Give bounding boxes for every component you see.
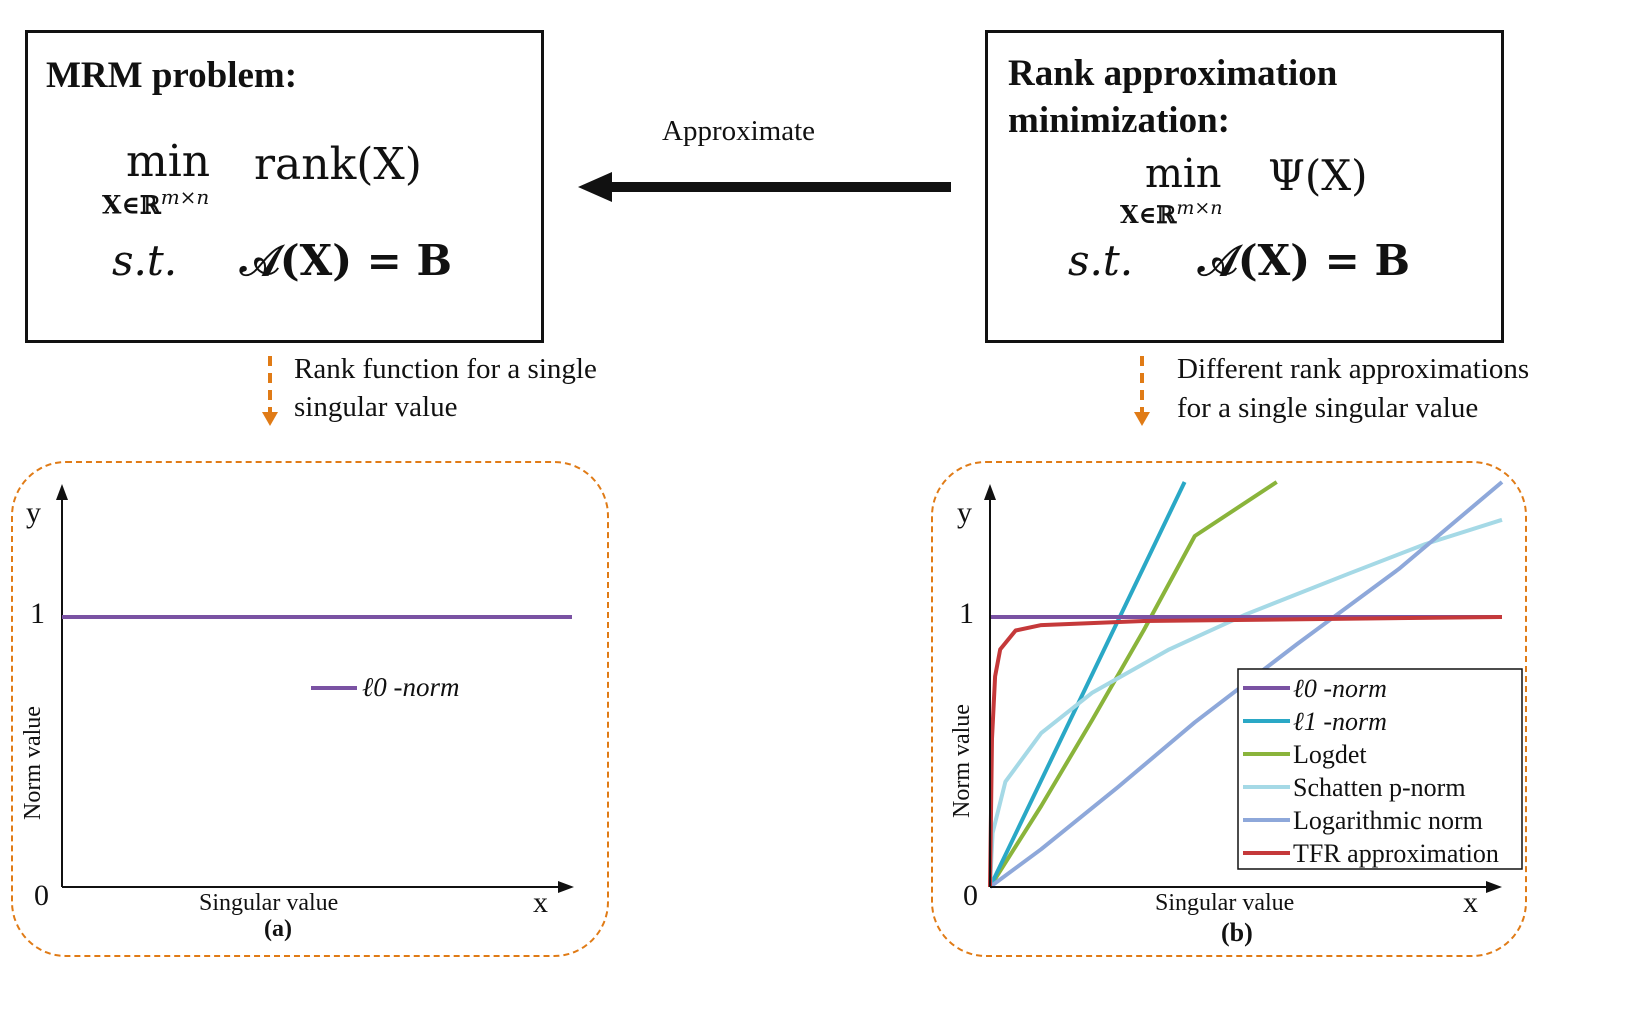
- rank-approx-title-1: Rank approximation: [1008, 53, 1338, 94]
- chart-b-panel-label: (b): [1221, 918, 1253, 947]
- left-dashed-arrowhead: [262, 412, 278, 426]
- approximate-label: Approximate: [662, 115, 816, 147]
- left-caption-line-1: Rank function for a single: [294, 353, 597, 385]
- rank-approx-constraint: 𝒜(X) = B: [1198, 236, 1410, 285]
- chart-a-ylabel: Norm value: [20, 706, 46, 820]
- rank-approx-subscript-set: X∈ℝ: [1120, 200, 1177, 229]
- right-caption-line-2: for a single singular value: [1177, 392, 1479, 424]
- mrm-constraint: 𝒜(X) = B: [240, 236, 452, 285]
- chart-a: y 1 0 x Singular value Norm value (a) ℓ0…: [20, 484, 574, 942]
- chart-a-x-arrow: [558, 881, 574, 893]
- chart-b-series-4: [988, 480, 1504, 889]
- mrm-problem-box: MRM problem: min X∈ℝm×n rank(X) s.t. 𝒜(X…: [25, 30, 544, 343]
- rank-approx-min-subscript: X∈ℝm×n: [1120, 197, 1223, 229]
- mrm-min-subscript: X∈ℝm×n: [102, 185, 209, 219]
- right-caption-line-1: Different rank approximations: [1177, 353, 1530, 385]
- chart-b-series-1: [988, 481, 1187, 888]
- left-caption-line-2: singular value: [294, 391, 458, 423]
- chart-b-legend-box: [1237, 668, 1523, 870]
- chart-a-ytick-0: 0: [34, 879, 49, 912]
- chart-b-series-2: [988, 480, 1278, 889]
- chart-a-panel-label: (a): [264, 916, 292, 942]
- mrm-subscript-dims: m×n: [160, 185, 210, 209]
- mrm-st: s.t.: [112, 236, 178, 285]
- chart-b-xlabel: Singular value: [1155, 890, 1294, 916]
- chart-b-legend-label-5: TFR approximation: [1293, 839, 1499, 868]
- chart-a-ytick-1: 1: [30, 597, 45, 630]
- chart-b-plot: [988, 480, 1504, 889]
- chart-b-legend-label-0: ℓ0 -norm: [1293, 674, 1387, 703]
- chart-a-y-letter: y: [26, 496, 41, 529]
- chart-b-x-arrow: [1486, 881, 1502, 893]
- chart-a-y-arrow: [56, 484, 68, 500]
- rank-approx-objective: Ψ(X): [1268, 151, 1368, 200]
- chart-b-legend-label-2: Logdet: [1293, 740, 1367, 769]
- chart-b-y-letter: y: [957, 496, 972, 529]
- chart-a-legend-label: ℓ0 -norm: [362, 672, 460, 702]
- chart-b-legend-label-4: Logarithmic norm: [1293, 806, 1483, 835]
- chart-b-legend: ℓ0 -norm ℓ1 -norm Logdet Schatten p-norm Log…: [1243, 674, 1499, 868]
- approximate-arrowhead: [578, 172, 612, 202]
- mrm-problem-title: MRM problem:: [46, 55, 298, 96]
- rank-approx-box: Rank approximation minimization: min X∈ℝ…: [985, 30, 1504, 343]
- chart-b: y 1 0 x Singular value Norm value (b) ℓ0…: [949, 480, 1523, 947]
- mrm-subscript-set: X∈ℝ: [102, 190, 161, 220]
- chart-b-series-3: [988, 517, 1503, 888]
- mrm-min-operator: min: [126, 136, 211, 187]
- chart-a-x-letter: x: [533, 886, 548, 919]
- chart-b-ytick-1: 1: [959, 597, 974, 630]
- mrm-objective: rank(X): [254, 139, 422, 190]
- chart-b-y-arrow: [984, 484, 996, 500]
- rank-approx-subscript-dims: m×n: [1176, 197, 1223, 219]
- chart-a-xlabel: Singular value: [199, 890, 338, 916]
- rank-approx-title-2: minimization:: [1008, 100, 1230, 141]
- chart-b-legend-label-3: Schatten p-norm: [1293, 773, 1466, 802]
- chart-b-ytick-0: 0: [963, 879, 978, 912]
- panel-a-frame: [11, 461, 609, 957]
- rank-approx-st: s.t.: [1068, 236, 1134, 285]
- right-dashed-arrowhead: [1134, 412, 1150, 426]
- chart-b-ylabel: Norm value: [949, 704, 975, 818]
- chart-b-legend-label-1: ℓ1 -norm: [1293, 707, 1387, 736]
- chart-b-x-letter: x: [1463, 886, 1478, 919]
- panel-b-frame: [931, 461, 1527, 957]
- chart-b-series-5: [988, 615, 1503, 888]
- rank-approx-min-operator: min: [1145, 151, 1222, 197]
